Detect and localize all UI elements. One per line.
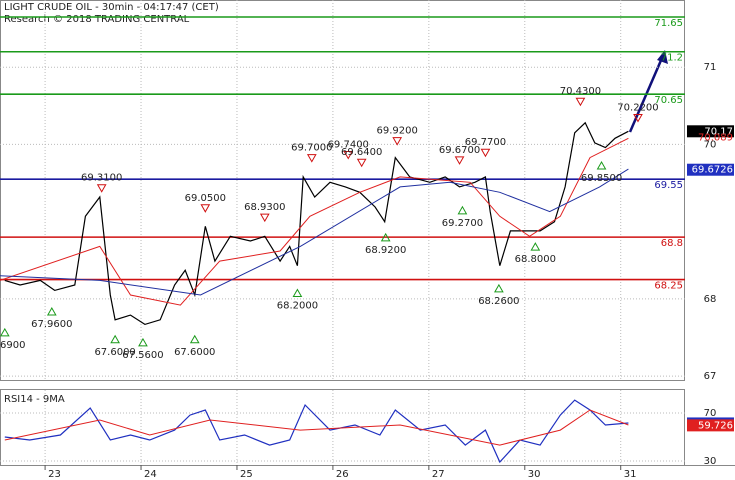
price-tag: 70.089 — [698, 133, 733, 144]
high-marker — [200, 204, 211, 213]
high-label: 70.2200 — [617, 102, 658, 113]
x-tick-label: 31 — [624, 469, 637, 480]
high-marker — [454, 156, 465, 165]
low-label: 67.9600 — [31, 319, 72, 330]
low-marker — [494, 283, 504, 293]
price-line — [0, 137, 629, 306]
price-tag: 69.6726 — [692, 165, 733, 176]
high-marker — [480, 148, 491, 158]
price-tag: 59.726 — [698, 420, 733, 431]
high-marker — [306, 154, 317, 163]
low-marker — [292, 288, 303, 297]
high-label: 69.6700 — [439, 145, 480, 156]
level-label: 71.2 — [661, 53, 683, 64]
low-label: 67.6000 — [174, 347, 215, 358]
high-marker — [343, 151, 354, 160]
high-label: 69.9200 — [377, 126, 418, 137]
low-label: 68.9200 — [365, 245, 406, 256]
price-tag: 70.17 — [704, 126, 733, 137]
high-marker — [633, 113, 643, 123]
price-line — [4, 409, 629, 446]
x-tick-label: 25 — [240, 469, 253, 480]
low-label: 68.8000 — [515, 254, 556, 265]
x-tick-label: 24 — [144, 469, 157, 480]
x-tick-label: 27 — [432, 469, 445, 480]
x-tick-label: 26 — [336, 469, 349, 480]
price-tag-box — [687, 163, 734, 176]
high-marker — [259, 213, 270, 223]
low-marker — [530, 242, 541, 251]
low-label: 67.6000 — [94, 347, 135, 358]
low-marker — [189, 334, 200, 344]
high-label: 69.3100 — [81, 173, 122, 184]
level-label: 70.65 — [654, 95, 683, 106]
low-marker — [110, 334, 120, 344]
high-marker — [575, 97, 586, 107]
price-line — [4, 399, 629, 464]
level-label: 69.55 — [654, 180, 683, 191]
low-marker — [380, 232, 391, 242]
y-tick-label: 30 — [704, 456, 717, 467]
main-frame — [0, 0, 685, 381]
low-marker — [0, 327, 10, 337]
high-label: 69.7700 — [465, 137, 506, 148]
low-marker — [138, 337, 148, 347]
high-label: 69.0500 — [185, 193, 226, 204]
high-marker — [356, 158, 367, 168]
low-label: 68.2600 — [478, 296, 519, 307]
chart-title: LIGHT CRUDE OIL - 30min - 04:17:47 (CET) — [4, 2, 219, 13]
chart-subtitle: Research © 2018 TRADING CENTRAL — [4, 14, 190, 25]
forecast-arrow-head — [657, 50, 668, 64]
low-label: 67.5600 — [122, 350, 163, 361]
low-marker — [457, 205, 468, 215]
x-tick-label: 23 — [48, 469, 61, 480]
high-marker — [392, 137, 403, 146]
high-label: 69.6400 — [341, 147, 382, 158]
rsi-title: RSI14 - 9MA — [4, 394, 65, 405]
level-label: 68.25 — [654, 281, 683, 292]
level-label: 68.8 — [661, 238, 683, 249]
y-tick-label: 68 — [704, 294, 717, 305]
low-label: 68.2000 — [277, 300, 318, 311]
low-marker — [46, 306, 57, 316]
low-label: 69.2700 — [442, 218, 483, 229]
low-marker — [596, 161, 607, 170]
high-label: 69.7400 — [328, 140, 369, 151]
high-label: 69.7000 — [291, 143, 332, 154]
y-tick-label: 70 — [704, 139, 717, 150]
price-tag-box — [687, 125, 734, 138]
high-label: 70.4300 — [560, 86, 601, 97]
y-tick-label: 70 — [704, 408, 717, 419]
price-tag-box — [687, 419, 734, 432]
price-line — [0, 168, 629, 296]
high-marker — [96, 184, 107, 193]
y-tick-label: 71 — [704, 62, 717, 73]
level-label: 71.65 — [654, 18, 683, 29]
x-tick-label: 30 — [528, 469, 541, 480]
high-label: 68.9300 — [244, 202, 285, 213]
low-label: 67.6900 — [0, 340, 25, 351]
low-label: 69.8500 — [581, 173, 622, 184]
y-tick-label: 67 — [704, 371, 717, 382]
